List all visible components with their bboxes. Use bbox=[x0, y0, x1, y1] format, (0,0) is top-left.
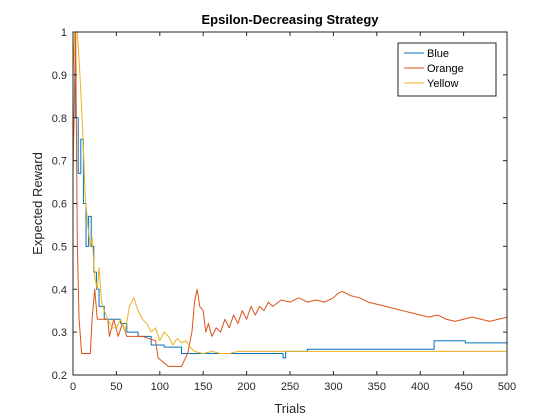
x-tick-label: 50 bbox=[110, 381, 122, 393]
x-tick-label: 500 bbox=[498, 381, 516, 393]
y-tick-label: 0.6 bbox=[52, 199, 67, 211]
legend-label-orange: Orange bbox=[427, 63, 464, 75]
x-tick-label: 350 bbox=[368, 381, 386, 393]
y-axis-label: Expected Reward bbox=[30, 152, 45, 255]
x-tick-label: 400 bbox=[411, 381, 429, 393]
chart-title: Epsilon-Decreasing Strategy bbox=[202, 12, 380, 27]
x-tick-label: 300 bbox=[324, 381, 342, 393]
y-tick-label: 0.8 bbox=[52, 113, 67, 125]
legend-box bbox=[397, 42, 497, 97]
series-line-orange bbox=[72, 31, 508, 367]
y-tick-label: 0.7 bbox=[52, 156, 67, 168]
x-tick-label: 0 bbox=[70, 381, 76, 393]
ticks-layer: 0 50 100 150 200 250 300 350 400 450 500 0.2 0.3 0.4 0… bbox=[52, 27, 516, 393]
legend-label-blue: Blue bbox=[427, 48, 449, 60]
series-line-yellow bbox=[72, 31, 507, 355]
x-tick-label: 200 bbox=[237, 381, 255, 393]
legend: Blue Orange Yellow bbox=[397, 42, 497, 97]
x-tick-label: 100 bbox=[151, 381, 169, 393]
x-tick-label: 150 bbox=[194, 381, 212, 393]
x-tick-label: 250 bbox=[281, 381, 299, 393]
y-tick-label: 0.4 bbox=[52, 284, 67, 296]
y-tick-label: 0.9 bbox=[52, 70, 67, 82]
series-layer bbox=[72, 31, 508, 367]
y-tick-label: 0.2 bbox=[52, 370, 67, 382]
y-tick-label: 0.3 bbox=[52, 327, 67, 339]
y-tick-label: 0.5 bbox=[52, 241, 67, 253]
x-tick-label: 450 bbox=[454, 381, 472, 393]
x-axis-label: Trials bbox=[274, 401, 306, 416]
y-tick-label: 1 bbox=[61, 27, 67, 39]
legend-label-yellow: Yellow bbox=[427, 78, 458, 90]
